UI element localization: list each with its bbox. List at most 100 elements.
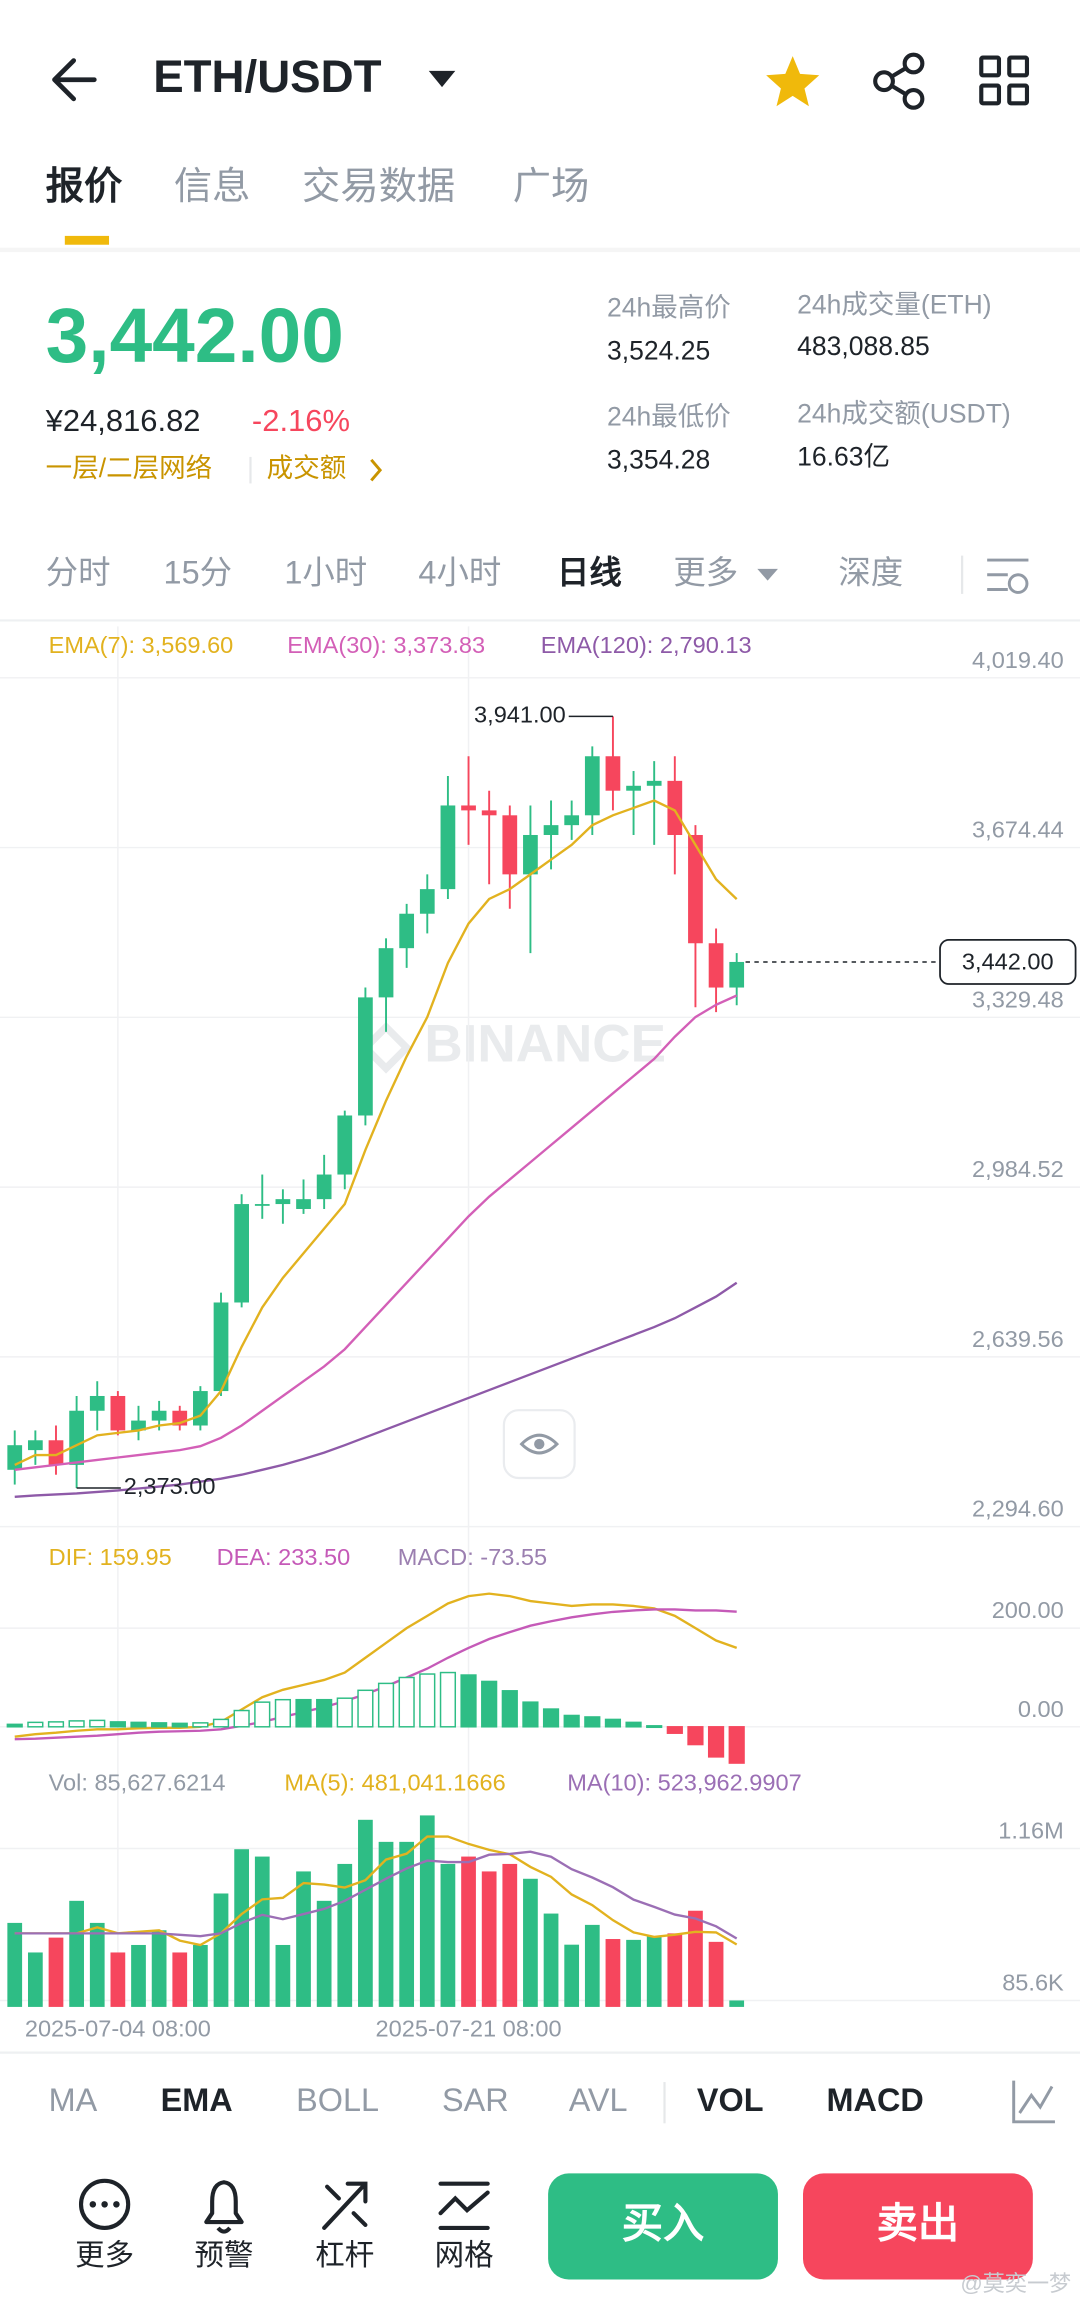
macd-line: [14, 1608, 737, 1741]
indicator-tab[interactable]: AVL: [569, 2082, 628, 2118]
volume-bar: [440, 1863, 456, 2007]
candle-body: [502, 815, 518, 875]
candle-body: [48, 1440, 64, 1465]
volume-bar: [131, 1944, 146, 2007]
candle-body: [110, 1395, 126, 1431]
volume-bar: [193, 1944, 208, 2007]
volume-ma-line: [14, 1835, 738, 1947]
macd-bar: [625, 1721, 642, 1728]
tab[interactable]: 报价: [46, 165, 123, 208]
indicator-settings[interactable]: [1012, 2080, 1055, 2124]
tab[interactable]: 信息: [174, 165, 251, 208]
buy-label[interactable]: 买入: [622, 2200, 704, 2246]
interval-tab[interactable]: 分时: [46, 554, 111, 590]
candle-body: [7, 1445, 23, 1470]
macd-bar: [563, 1714, 580, 1728]
indicator-tab[interactable]: VOL: [697, 2082, 764, 2118]
sell-label[interactable]: 卖出: [877, 2200, 959, 2246]
legend-entry: MA(10): 523,962.9907: [567, 1770, 801, 1796]
ema-line: [14, 799, 738, 1466]
tab[interactable]: 交易数据: [302, 165, 455, 208]
macd-bar: [274, 1698, 291, 1728]
volume-bar: [626, 1939, 641, 2007]
turnover-link[interactable]: 成交额: [267, 453, 347, 483]
indicator-tab[interactable]: EMA: [161, 2082, 233, 2118]
macd-bar: [357, 1689, 374, 1728]
volume-bar: [584, 1924, 600, 2007]
indicator-tab[interactable]: SAR: [442, 2082, 509, 2118]
macd-bar: [233, 1709, 250, 1728]
network-tag[interactable]: 一层/二层网络: [46, 453, 212, 483]
y-tick-label: 0.00: [1018, 1696, 1064, 1722]
pair-title[interactable]: ETH/USDT: [153, 51, 381, 102]
dropdown: [757, 568, 778, 581]
legend-entry: DIF: 159.95: [49, 1544, 172, 1570]
legend-entry: EMA(120): 2,790.13: [541, 632, 752, 658]
interval-tab[interactable]: 1小时: [284, 554, 367, 590]
volume-bar: [543, 1913, 559, 2007]
volume-bar: [69, 1900, 84, 2007]
action-label[interactable]: 网格: [435, 2239, 494, 2272]
cny-price: ¥24,816.82: [45, 403, 201, 438]
volume-bar: [502, 1863, 518, 2007]
candle-body: [151, 1410, 167, 1421]
grid-icon[interactable]: [438, 2181, 490, 2230]
chart-settings[interactable]: [987, 558, 1029, 594]
macd-bar: [666, 1726, 683, 1734]
divider: [0, 247, 1080, 253]
volume-bar: [89, 1922, 105, 2007]
macd-bar: [481, 1680, 498, 1728]
visibility-toggle[interactable]: [502, 1409, 576, 1480]
tab-indicator: [64, 235, 110, 245]
alert-icon[interactable]: [204, 2180, 244, 2234]
sell-button[interactable]: [803, 2173, 1033, 2280]
y-tick-label: 200.00: [992, 1597, 1064, 1623]
action-label[interactable]: 更多: [75, 2239, 134, 2272]
volume-bar: [708, 1941, 724, 2007]
candle-body: [626, 785, 641, 791]
action-label[interactable]: 预警: [195, 2239, 254, 2272]
more-icon[interactable]: [78, 2178, 131, 2230]
menu-grid[interactable]: [979, 55, 1030, 106]
volume-bar: [646, 1936, 662, 2007]
interval-tab[interactable]: 深度: [838, 554, 903, 590]
candle-body: [316, 1174, 332, 1200]
macd-bar: [212, 1718, 230, 1728]
indicator-tab[interactable]: BOLL: [296, 2082, 379, 2118]
indicator-tab[interactable]: MACD: [827, 2082, 924, 2118]
macd-bar: [604, 1718, 622, 1728]
interval-tab[interactable]: 更多: [673, 554, 738, 590]
buy-button[interactable]: [548, 2173, 778, 2280]
share-button[interactable]: [873, 52, 925, 110]
stat-label: 24h最低价: [607, 402, 731, 432]
interval-tab[interactable]: 日线: [557, 554, 622, 590]
candle-body: [296, 1199, 311, 1209]
candle-body: [667, 780, 683, 835]
interval-tab[interactable]: 4小时: [418, 554, 501, 590]
interval-tab[interactable]: 15分: [164, 554, 232, 590]
action-label[interactable]: 杠杆: [315, 2239, 374, 2272]
volume-bar: [7, 1922, 23, 2007]
macd-bar: [522, 1701, 539, 1728]
volume-bar: [523, 1878, 538, 2007]
volume-bar: [151, 1930, 167, 2007]
tab[interactable]: 广场: [513, 165, 590, 208]
legend-entry: EMA(7): 3,569.60: [49, 632, 234, 658]
macd-bar: [109, 1721, 126, 1728]
y-tick-label: 3,329.48: [972, 986, 1064, 1012]
back-button[interactable]: [52, 58, 97, 102]
macd-bar: [171, 1722, 188, 1728]
indicator-tab[interactable]: MA: [49, 2082, 98, 2118]
macd-bar: [192, 1722, 209, 1728]
last-price: 3,442.00: [46, 294, 344, 379]
margin-icon[interactable]: [322, 2181, 368, 2230]
stat-label: 24h成交量(ETH): [797, 290, 991, 320]
pair-dropdown[interactable]: [428, 70, 456, 88]
candle-body: [358, 997, 373, 1116]
last-price-box: [939, 938, 1077, 985]
favorite-star[interactable]: [766, 56, 820, 107]
candle-body: [688, 834, 703, 944]
candle-body: [234, 1204, 250, 1303]
candle-body: [708, 943, 724, 988]
